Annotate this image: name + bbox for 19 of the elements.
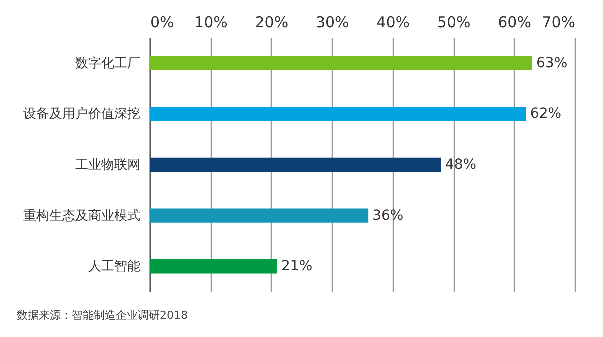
y-tick-label: 数字化工厂 bbox=[76, 55, 140, 72]
x-tick-label: 40% bbox=[376, 14, 410, 32]
x-tick-label: 30% bbox=[316, 14, 350, 32]
x-tick-label: 0% bbox=[150, 14, 174, 32]
y-tick-label: 人工智能 bbox=[88, 260, 140, 275]
data-label: 21% bbox=[282, 258, 313, 275]
x-tick-label: 10% bbox=[194, 14, 228, 32]
y-tick-label: 工业物联网 bbox=[76, 158, 140, 173]
x-tick-label: 60% bbox=[498, 14, 532, 32]
x-tick-label: 70% bbox=[542, 14, 576, 32]
source-note: 数据来源：智能制造企业调研2018 bbox=[17, 309, 188, 322]
x-tick-label: 50% bbox=[437, 14, 471, 32]
data-label: 63% bbox=[536, 55, 568, 72]
data-label: 62% bbox=[530, 106, 562, 122]
x-tick-label: 20% bbox=[255, 14, 289, 32]
y-tick-label: 设备及用户价值深挖 bbox=[24, 107, 140, 122]
data-label: 36% bbox=[372, 208, 404, 224]
y-tick-label: 重构生态及商业模式 bbox=[24, 208, 140, 224]
data-label: 48% bbox=[445, 157, 477, 173]
